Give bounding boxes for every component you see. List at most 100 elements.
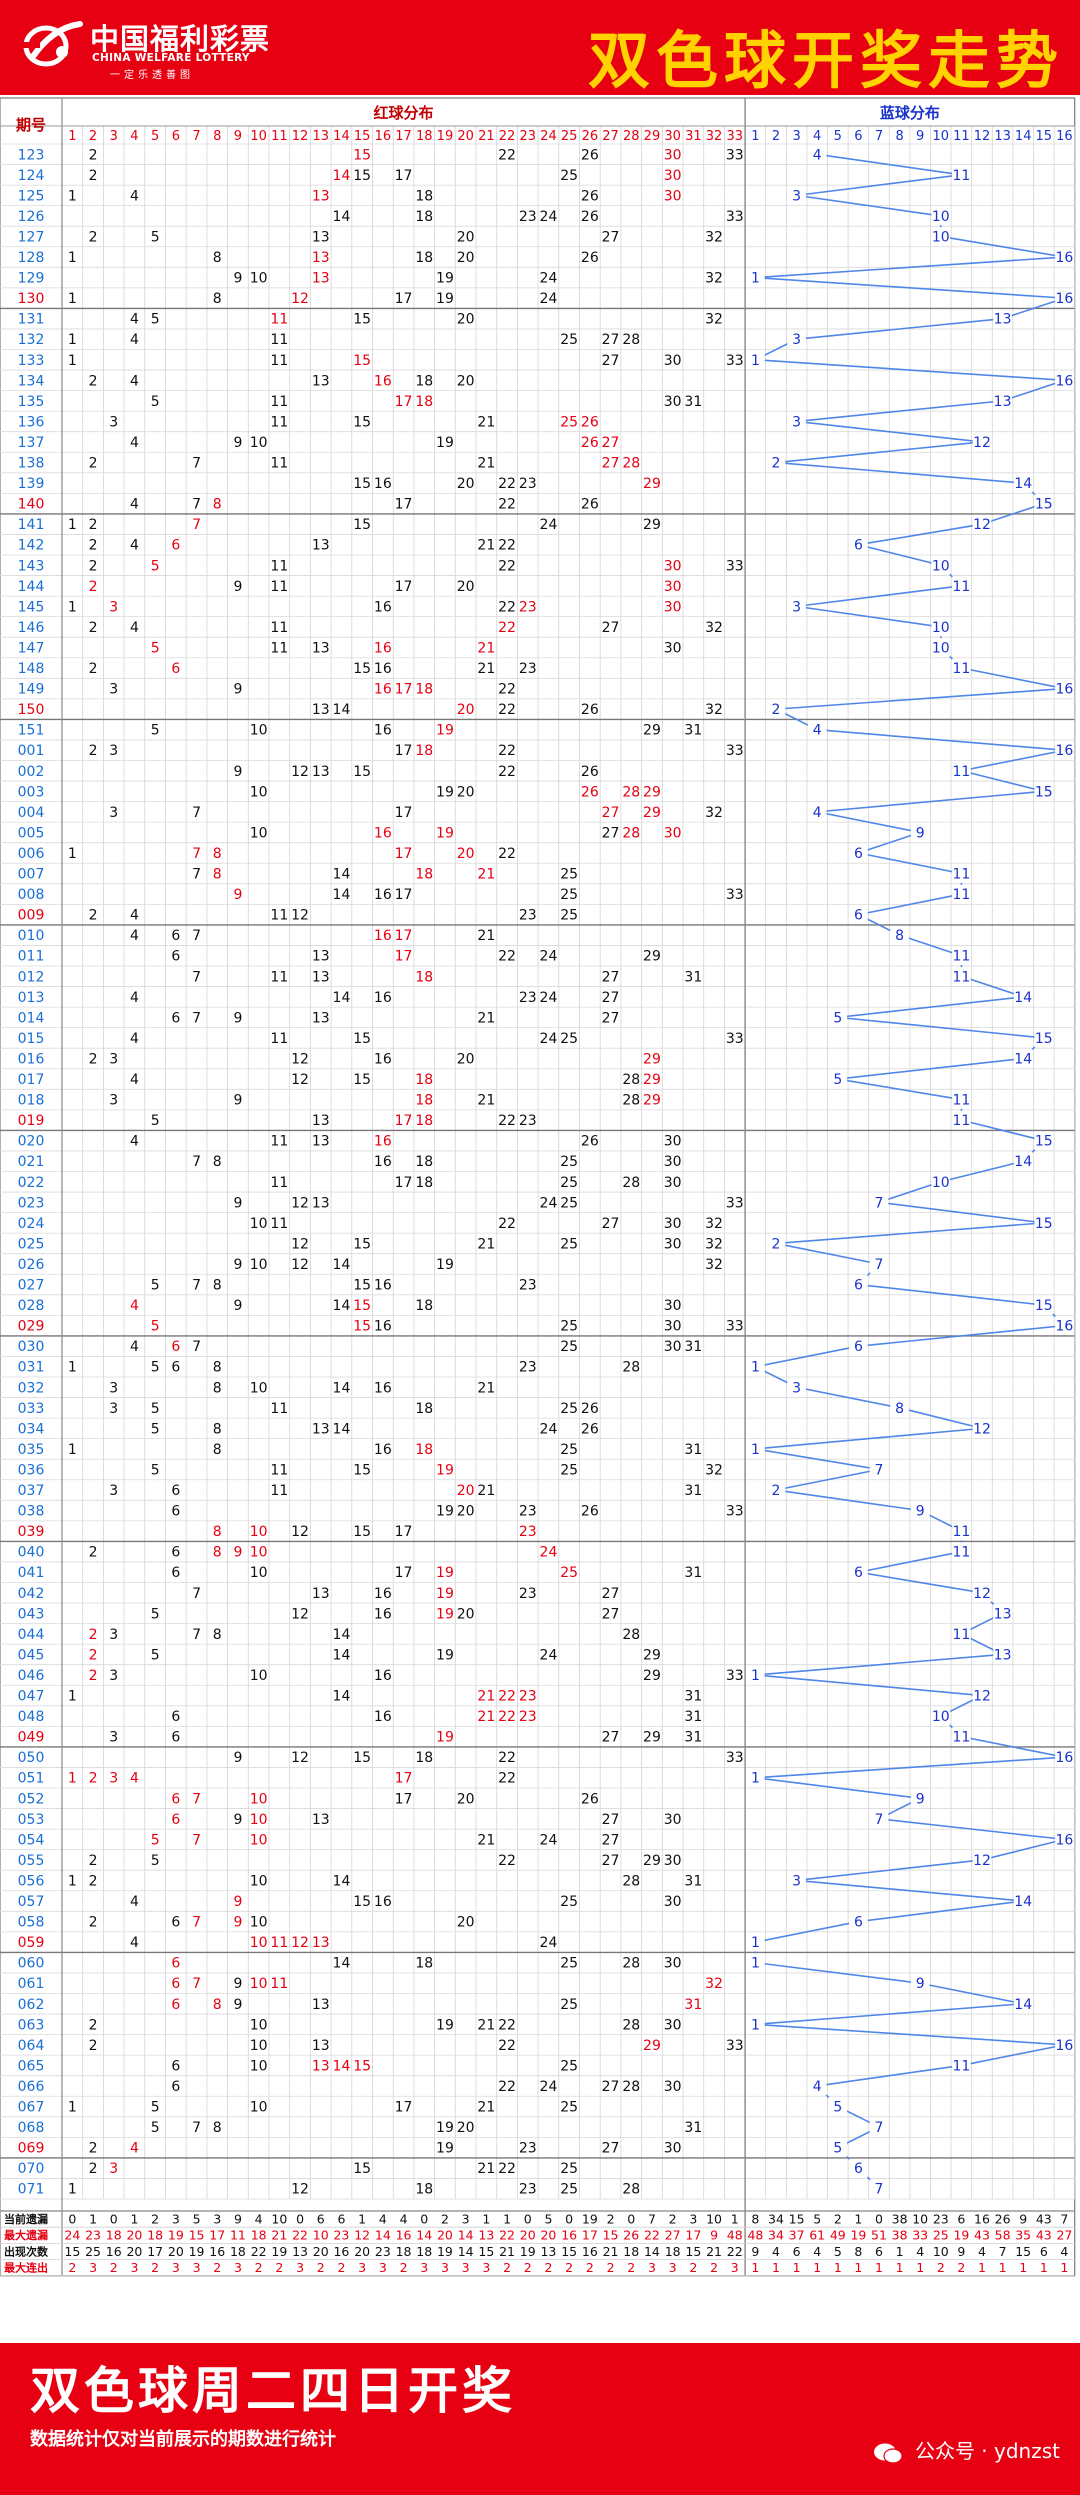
blue-ball-bg [952,1624,971,1644]
red-ball: 10 [250,1524,268,1540]
red-col-label: 2 [89,129,97,144]
red-ball: 17 [395,1175,413,1191]
blue-ball: 13 [994,312,1012,328]
stats-red-value: 23 [375,2244,391,2259]
stats-blue-value: 1 [1040,2260,1048,2275]
blue-ball: 14 [1014,1154,1032,1170]
stats-red-value: 0 [524,2212,532,2227]
blue-trend-segment [755,276,1065,299]
blue-trend-segment [961,667,1065,690]
blue-ball: 11 [952,887,970,903]
red-col-label: 10 [250,129,267,144]
blue-ball-bg [910,1789,930,1808]
red-ball: 19 [436,1257,454,1273]
blue-ball: 1 [751,353,760,369]
blue-trend-segment [858,1571,983,1594]
period-label: 027 [18,1278,45,1294]
red-ball: 3 [109,743,118,759]
logo-english-text: CHINA WELFARE LOTTERY [92,52,250,64]
red-ball: 8 [213,1627,222,1643]
stats-red-value: 14 [458,2244,474,2259]
period-label: 013 [18,990,45,1006]
blue-ball: 6 [854,846,863,862]
red-ball: 24 [540,949,558,965]
red-ball: 4 [130,1072,139,1088]
blue-ball: 12 [973,1853,991,1869]
red-ball: 25 [560,887,578,903]
blue-ball: 13 [994,394,1012,410]
red-ball: 7 [192,867,201,883]
red-ball: 17 [395,394,413,410]
stats-blue-value: 2 [834,2212,842,2227]
red-ball: 20 [457,784,475,800]
red-ball: 21 [477,1689,495,1705]
red-ball: 11 [270,1401,288,1417]
red-ball: 3 [109,1668,118,1684]
period-label: 060 [18,1956,45,1972]
period-label: 012 [18,969,45,985]
blue-ball-bg [952,1542,971,1561]
blue-ball: 11 [952,1524,970,1540]
red-ball: 14 [333,1380,351,1396]
red-ball: 1 [68,2182,77,2198]
blue-ball: 15 [1035,1298,1053,1314]
red-ball: 6 [171,1812,180,1828]
red-ball: 10 [250,2100,268,2116]
red-ball: 31 [684,1709,702,1725]
period-label: 049 [18,1730,45,1746]
red-ball: 15 [353,1319,371,1335]
stats-blue-value: 2 [957,2260,965,2275]
red-ball: 9 [233,682,242,698]
blue-ball-bg [849,905,868,924]
red-ball: 11 [270,908,288,924]
red-ball: 30 [664,188,682,204]
red-ball: 8 [213,1278,222,1294]
stats-red-value: 3 [441,2260,449,2275]
stats-blue-value: 1 [854,2260,862,2275]
red-ball: 15 [353,661,371,677]
red-ball: 24 [540,990,558,1006]
red-ball: 23 [519,209,537,225]
red-ball: 25 [560,414,578,430]
blue-trend-segment [796,1879,1024,1902]
red-ball: 17 [395,805,413,821]
stats-blue-value: 37 [789,2228,805,2243]
red-ball: 20 [457,229,475,245]
red-ball: 26 [581,1791,599,1807]
blue-ball: 16 [1055,2038,1073,2054]
period-label: 135 [18,394,45,410]
red-ball: 33 [726,1031,744,1047]
blue-ball: 10 [932,640,950,656]
red-ball: 27 [602,990,620,1006]
stats-red-value: 2 [441,2212,449,2227]
stats-red-value: 3 [648,2260,656,2275]
red-ball: 1 [68,188,77,204]
blue-ball: 5 [833,2100,842,2116]
red-ball: 2 [89,908,98,924]
stats-blue-value: 10 [933,2244,949,2259]
red-ball: 13 [312,188,330,204]
stats-red-value: 16 [561,2228,577,2243]
red-ball: 15 [353,1236,371,1252]
red-ball: 17 [395,1565,413,1581]
period-label: 056 [18,1873,45,1889]
blue-ball-bg [828,2138,848,2157]
red-ball: 14 [333,990,351,1006]
red-ball: 4 [130,312,139,328]
red-ball: 6 [171,1483,180,1499]
stats-red-value: 22 [727,2244,743,2259]
red-ball: 10 [250,435,268,451]
red-ball: 2 [89,2017,98,2033]
red-ball: 31 [684,1339,702,1355]
red-ball: 10 [250,271,268,287]
red-ball: 13 [312,949,330,965]
red-ball: 2 [89,2161,98,2177]
red-ball: 1 [68,332,77,348]
red-ball: 27 [602,825,620,841]
period-label: 066 [18,2079,45,2095]
blue-ball: 3 [792,1873,801,1889]
blue-ball-bg [952,2056,971,2075]
period-label: 046 [18,1668,45,1684]
red-ball: 30 [664,1956,682,1972]
period-label: 144 [18,579,45,595]
